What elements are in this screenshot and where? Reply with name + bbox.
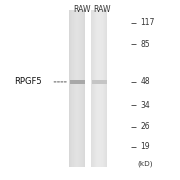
Bar	[100, 10, 101, 166]
Bar	[106, 10, 107, 166]
Bar	[73, 10, 74, 166]
Bar	[99, 10, 100, 166]
Bar	[72, 10, 73, 166]
Bar	[92, 10, 93, 166]
Bar	[93, 10, 94, 166]
Bar	[75, 10, 76, 166]
Text: RAW: RAW	[73, 5, 91, 14]
Bar	[78, 10, 79, 166]
Text: 48: 48	[140, 77, 150, 86]
Bar	[70, 10, 71, 166]
Text: 117: 117	[140, 18, 155, 27]
Text: (kD): (kD)	[138, 161, 153, 167]
Bar	[103, 10, 104, 166]
Bar	[69, 10, 70, 166]
Bar	[96, 10, 97, 166]
Bar	[82, 10, 83, 166]
Text: RPGF5: RPGF5	[14, 77, 42, 86]
Bar	[94, 10, 95, 166]
Text: 34: 34	[140, 101, 150, 110]
Bar	[80, 10, 81, 166]
Bar	[102, 10, 103, 166]
Text: 85: 85	[140, 40, 150, 49]
Text: 19: 19	[140, 142, 150, 151]
Bar	[77, 10, 78, 166]
Bar	[98, 10, 99, 166]
Bar	[92, 80, 107, 84]
Bar	[95, 10, 96, 166]
Bar	[104, 10, 105, 166]
Bar	[105, 10, 106, 166]
Bar	[76, 10, 77, 166]
Bar	[83, 10, 84, 166]
Bar	[81, 10, 82, 166]
Text: 26: 26	[140, 122, 150, 131]
Bar	[91, 10, 92, 166]
Bar	[71, 10, 72, 166]
Bar	[74, 10, 75, 166]
Text: RAW: RAW	[93, 5, 111, 14]
Bar	[97, 10, 98, 166]
Bar	[79, 10, 80, 166]
Bar	[70, 80, 85, 84]
Bar	[84, 10, 85, 166]
Bar	[101, 10, 102, 166]
